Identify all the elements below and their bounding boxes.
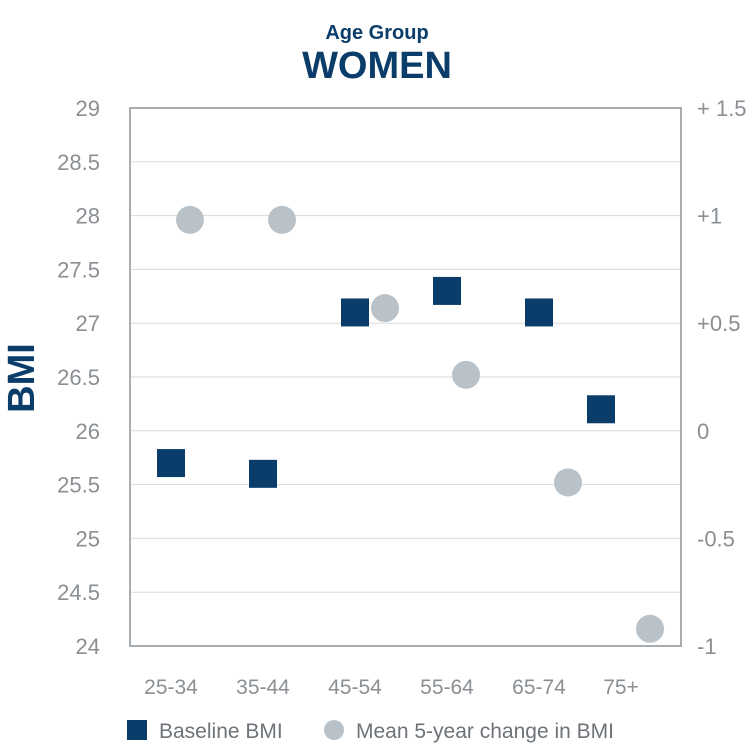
left-axis-ticks: 29 28.5 28 27.5 27 26.5 26 25.5 25 24.5 24 xyxy=(57,96,100,659)
x-tick-label: 35-44 xyxy=(236,676,290,699)
legend-marker-mean-change xyxy=(324,720,344,740)
x-tick-label: 45-54 xyxy=(328,676,382,699)
y-axis-label: BMI xyxy=(1,343,43,413)
marker-mean-5yr-change xyxy=(636,614,664,643)
right-tick-label: 0 xyxy=(697,419,709,444)
left-tick-label: 24 xyxy=(76,634,100,659)
x-tick-label: 75+ xyxy=(603,676,639,699)
marker-mean-5yr-change xyxy=(176,205,204,234)
gridlines xyxy=(130,161,681,593)
legend-label-mean-change: Mean 5-year change in BMI xyxy=(356,720,614,743)
left-tick-label: 28.5 xyxy=(57,150,100,175)
right-tick-label: +1 xyxy=(697,204,722,229)
right-tick-label: + 1.5 xyxy=(697,96,747,121)
marker-baseline-bmi xyxy=(433,276,461,305)
left-tick-label: 25.5 xyxy=(57,473,100,498)
x-tick-label: 25-34 xyxy=(144,676,198,699)
marker-mean-5yr-change xyxy=(554,468,582,497)
left-tick-label: 28 xyxy=(76,204,100,229)
left-tick-label: 24.5 xyxy=(57,580,100,605)
x-axis-ticks: 25-34 35-44 45-54 55-64 65-74 75+ xyxy=(144,676,639,699)
right-tick-label: -0.5 xyxy=(697,526,735,551)
left-tick-label: 27 xyxy=(76,311,100,336)
left-tick-label: 29 xyxy=(76,96,100,121)
marker-baseline-bmi xyxy=(157,449,185,478)
marker-baseline-bmi xyxy=(525,298,553,327)
left-tick-label: 26 xyxy=(76,419,100,444)
marker-baseline-bmi xyxy=(341,298,369,327)
marker-mean-5yr-change xyxy=(452,360,480,389)
chart-subtitle: WOMEN xyxy=(302,45,452,87)
marker-mean-5yr-change xyxy=(268,205,296,234)
marker-mean-5yr-change xyxy=(371,294,399,323)
left-tick-label: 25 xyxy=(76,526,100,551)
legend: Baseline BMI Mean 5-year change in BMI xyxy=(127,720,614,743)
x-tick-label: 55-64 xyxy=(420,676,474,699)
marker-baseline-bmi xyxy=(249,459,277,488)
left-tick-label: 26.5 xyxy=(57,365,100,390)
chart-title: Age Group xyxy=(325,22,428,44)
legend-marker-baseline-bmi xyxy=(127,720,147,740)
plot-area-frame xyxy=(129,107,682,647)
right-tick-label: +0.5 xyxy=(697,311,740,336)
right-axis-ticks: + 1.5 +1 +0.5 0 -0.5 -1 xyxy=(697,96,747,659)
marker-baseline-bmi xyxy=(587,395,615,424)
data-markers xyxy=(157,205,664,643)
x-tick-label: 65-74 xyxy=(512,676,566,699)
legend-label-baseline-bmi: Baseline BMI xyxy=(159,720,283,743)
right-tick-label: -1 xyxy=(697,634,717,659)
left-tick-label: 27.5 xyxy=(57,257,100,282)
